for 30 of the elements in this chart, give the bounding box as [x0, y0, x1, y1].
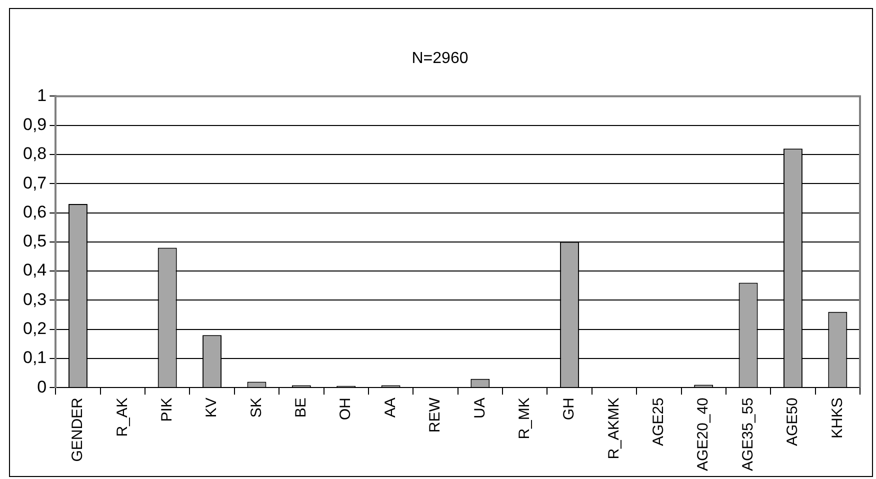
x-tick-label: KHKS [828, 398, 846, 438]
chart-title: N=2960 [412, 50, 468, 68]
y-tick-label: 0,2 [22, 319, 47, 338]
y-tick-label: 0,9 [22, 115, 47, 134]
y-tick-label: 1 [37, 86, 47, 105]
x-tick-label: AGE25 [650, 398, 668, 446]
x-tick-label: SK [248, 398, 265, 418]
x-tick-label: PIK [158, 398, 176, 422]
y-tick-label: 0,6 [22, 202, 47, 222]
x-tick-label: GH [560, 398, 578, 420]
y-tick-label: 0,4 [22, 260, 47, 280]
y-tick-label: 0,5 [22, 232, 47, 251]
x-tick-label: AGE50 [784, 398, 802, 446]
x-tick-label: KV [203, 398, 220, 418]
x-tick-label: R_MK [516, 398, 533, 440]
x-tick-label: AGE35_55 [739, 398, 756, 471]
y-tick-label: 0,1 [22, 348, 47, 368]
x-tick-label: R_AKMK [605, 398, 622, 460]
x-tick-label: AA [382, 398, 399, 418]
x-tick-label: AGE20_40 [694, 398, 712, 471]
y-tick-label: 0,8 [22, 144, 47, 164]
x-tick-label: BE [292, 398, 310, 418]
x-tick-label: REW [426, 396, 444, 433]
x-tick-label: OH [337, 398, 354, 420]
y-tick-label: 0 [37, 377, 47, 396]
x-tick-label: GENDER [69, 397, 86, 462]
x-tick-label: UA [471, 398, 488, 418]
x-tick-label: R_AK [114, 398, 131, 437]
y-tick-label: 0,7 [22, 173, 47, 192]
y-tick-label: 0,3 [22, 290, 47, 309]
